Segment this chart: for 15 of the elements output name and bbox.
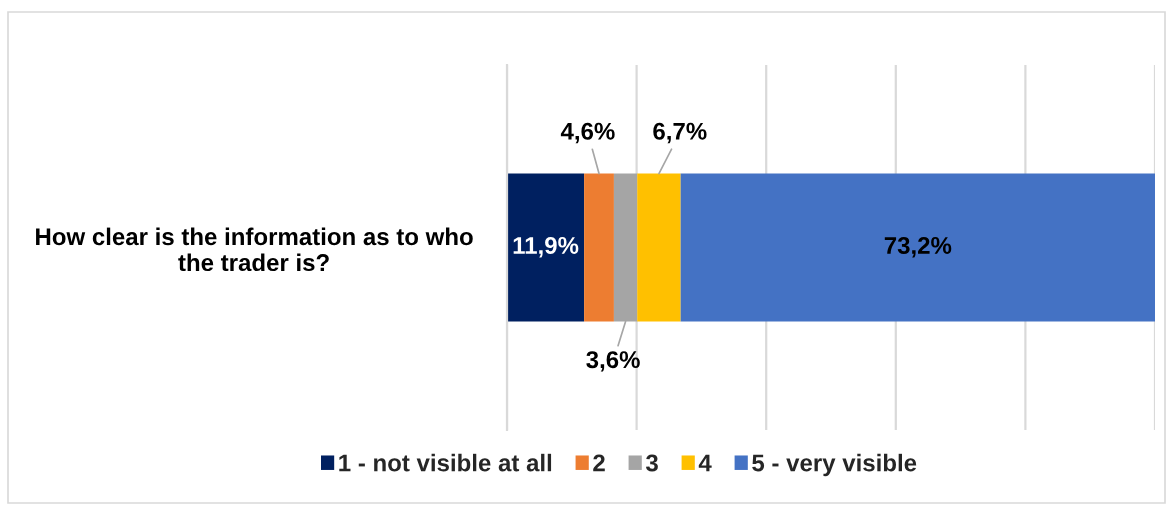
legend-label: 4 xyxy=(698,454,712,472)
data-label: 3,6% xyxy=(586,351,640,372)
bar xyxy=(637,173,681,322)
y-tick-label: How clear is the information as to who the trader is? xyxy=(36,227,473,272)
data-label: 4,6% xyxy=(560,122,615,144)
data-label: 6,7% xyxy=(653,122,707,144)
legend-label: 5 - very visible xyxy=(752,453,917,477)
legend-label: 1 - not visible at all xyxy=(339,453,552,472)
bar xyxy=(584,173,614,322)
bar xyxy=(507,173,585,322)
data-label: 73,2% xyxy=(884,236,952,258)
bar xyxy=(680,173,1155,322)
legend-label: 2 xyxy=(593,454,605,472)
data-label: 11,9% xyxy=(513,236,579,258)
legend-label: 3 xyxy=(645,454,658,472)
